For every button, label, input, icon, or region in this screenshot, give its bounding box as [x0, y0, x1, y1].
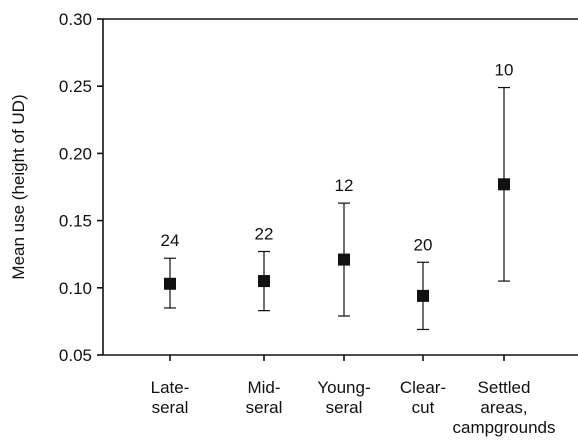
y-tick-label: 0.15 [59, 212, 92, 231]
x-category-label: campgrounds [452, 418, 555, 437]
x-category-label: seral [246, 398, 283, 417]
y-tick-label: 0.30 [59, 10, 92, 29]
y-tick-label: 0.10 [59, 279, 92, 298]
x-category-label: Mid- [247, 378, 280, 397]
y-axis-title: Mean use (height of UD) [9, 94, 28, 279]
data-points: 24 22 12 20 10 [161, 61, 514, 330]
data-point-marker [338, 254, 350, 266]
x-category-label: seral [326, 398, 363, 417]
y-tick-label: 0.25 [59, 77, 92, 96]
x-category-label: areas, [480, 398, 527, 417]
sample-size-label: 12 [335, 176, 354, 195]
sample-size-label: 10 [495, 61, 514, 80]
y-axis-group: Mean use (height of UD) [9, 19, 103, 355]
sample-size-label: 24 [161, 231, 180, 250]
data-point-marker [417, 290, 429, 302]
sample-size-label: 20 [414, 235, 433, 254]
y-tick-label: 0.20 [59, 144, 92, 163]
sample-size-label: 22 [255, 225, 274, 244]
x-category-label: Clear- [400, 378, 446, 397]
data-point-marker [258, 275, 270, 287]
x-category-label: cut [412, 398, 435, 417]
x-category-label: seral [152, 398, 189, 417]
y-ticks: 0.05 0.10 0.15 0.20 0.25 0.30 [59, 10, 103, 365]
x-category-label: Late- [151, 378, 190, 397]
x-category-label: Settled [478, 378, 531, 397]
x-category-label: Young- [317, 378, 370, 397]
x-ticks: Late-seralMid-seralYoung-seralClear-cutS… [151, 355, 556, 437]
data-point-marker [164, 278, 176, 290]
y-tick-label: 0.05 [59, 346, 92, 365]
data-point-marker [498, 178, 510, 190]
